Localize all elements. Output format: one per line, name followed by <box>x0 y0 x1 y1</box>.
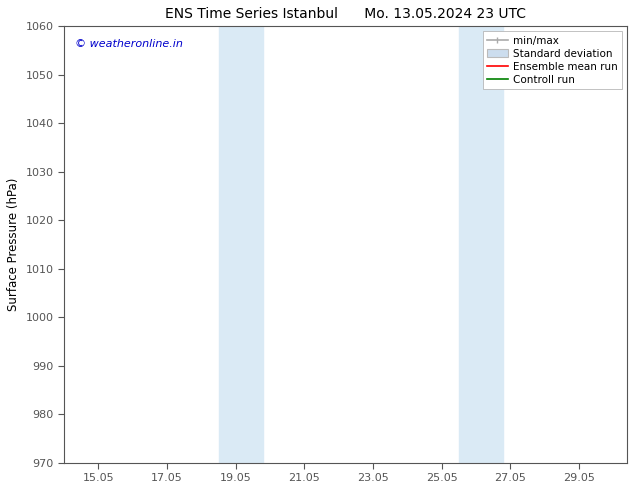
Legend: min/max, Standard deviation, Ensemble mean run, Controll run: min/max, Standard deviation, Ensemble me… <box>482 31 622 89</box>
Text: © weatheronline.in: © weatheronline.in <box>75 39 183 49</box>
Title: ENS Time Series Istanbul      Mo. 13.05.2024 23 UTC: ENS Time Series Istanbul Mo. 13.05.2024 … <box>165 7 526 21</box>
Y-axis label: Surface Pressure (hPa): Surface Pressure (hPa) <box>7 178 20 311</box>
Bar <box>459 26 503 463</box>
Bar <box>219 26 263 463</box>
